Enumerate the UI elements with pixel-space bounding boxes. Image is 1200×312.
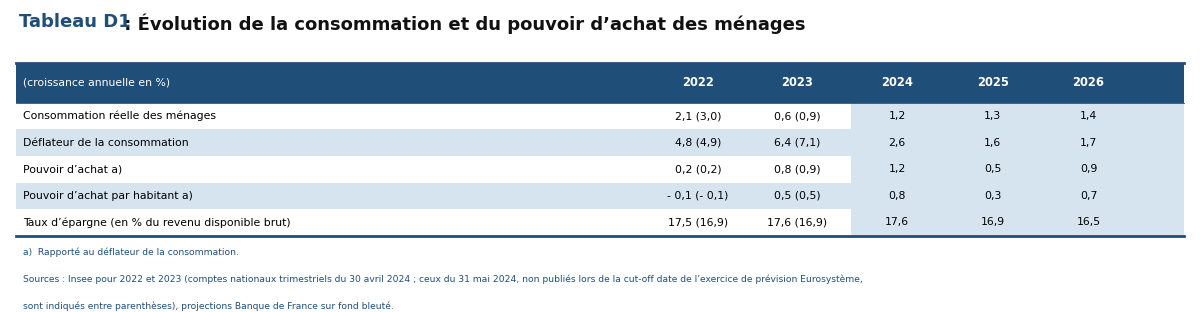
- Text: 2026: 2026: [1073, 76, 1104, 89]
- Text: 16,5: 16,5: [1076, 217, 1100, 227]
- Bar: [16, 156, 1184, 183]
- Text: Consommation réelle des ménages: Consommation réelle des ménages: [23, 111, 216, 121]
- Text: 1,7: 1,7: [1080, 138, 1097, 148]
- Bar: [16, 103, 1184, 129]
- Text: (croissance annuelle en %): (croissance annuelle en %): [23, 78, 170, 88]
- Bar: [852, 209, 1184, 236]
- Bar: [16, 183, 1184, 209]
- Text: Tableau D1: Tableau D1: [19, 13, 131, 31]
- Text: 1,2: 1,2: [888, 164, 906, 174]
- Text: 2023: 2023: [781, 76, 814, 89]
- Text: 17,6: 17,6: [884, 217, 908, 227]
- Text: 0,5: 0,5: [984, 164, 1001, 174]
- Text: 1,6: 1,6: [984, 138, 1001, 148]
- Text: 16,9: 16,9: [980, 217, 1004, 227]
- Text: 17,5 (16,9): 17,5 (16,9): [668, 217, 728, 227]
- Text: 0,9: 0,9: [1080, 164, 1097, 174]
- Text: 0,3: 0,3: [984, 191, 1001, 201]
- Text: 2024: 2024: [881, 76, 913, 89]
- Text: 1,3: 1,3: [984, 111, 1001, 121]
- Bar: [852, 156, 1184, 183]
- Text: 1,4: 1,4: [1080, 111, 1097, 121]
- Text: Pouvoir d’achat par habitant a): Pouvoir d’achat par habitant a): [23, 191, 193, 201]
- Text: : Évolution de la consommation et du pouvoir d’achat des ménages: : Évolution de la consommation et du pou…: [118, 13, 805, 34]
- Text: 0,2 (0,2): 0,2 (0,2): [674, 164, 721, 174]
- Text: 2,6: 2,6: [888, 138, 906, 148]
- Bar: [16, 129, 1184, 156]
- Text: Taux d’épargne (en % du revenu disponible brut): Taux d’épargne (en % du revenu disponibl…: [23, 217, 290, 228]
- Text: - 0,1 (- 0,1): - 0,1 (- 0,1): [667, 191, 728, 201]
- Text: Pouvoir d’achat a): Pouvoir d’achat a): [23, 164, 122, 174]
- Text: a)  Rapporté au déflateur de la consommation.: a) Rapporté au déflateur de la consommat…: [23, 248, 239, 257]
- Bar: [852, 103, 1184, 129]
- Text: sont indiqués entre parenthèses), projections Banque de France sur fond bleuté.: sont indiqués entre parenthèses), projec…: [23, 301, 394, 311]
- Text: 0,8 (0,9): 0,8 (0,9): [774, 164, 821, 174]
- Text: 0,8: 0,8: [888, 191, 906, 201]
- Text: 1,2: 1,2: [888, 111, 906, 121]
- Text: 2022: 2022: [683, 76, 714, 89]
- Text: Déflateur de la consommation: Déflateur de la consommation: [23, 138, 188, 148]
- Text: 2,1 (3,0): 2,1 (3,0): [674, 111, 721, 121]
- Text: 17,6 (16,9): 17,6 (16,9): [768, 217, 828, 227]
- Text: 0,6 (0,9): 0,6 (0,9): [774, 111, 821, 121]
- Text: 0,7: 0,7: [1080, 191, 1097, 201]
- Text: 4,8 (4,9): 4,8 (4,9): [674, 138, 721, 148]
- Text: 6,4 (7,1): 6,4 (7,1): [774, 138, 821, 148]
- Text: 2025: 2025: [977, 76, 1009, 89]
- Text: 0,5 (0,5): 0,5 (0,5): [774, 191, 821, 201]
- Bar: [16, 209, 1184, 236]
- Text: Sources : Insee pour 2022 et 2023 (comptes nationaux trimestriels du 30 avril 20: Sources : Insee pour 2022 et 2023 (compt…: [23, 275, 863, 284]
